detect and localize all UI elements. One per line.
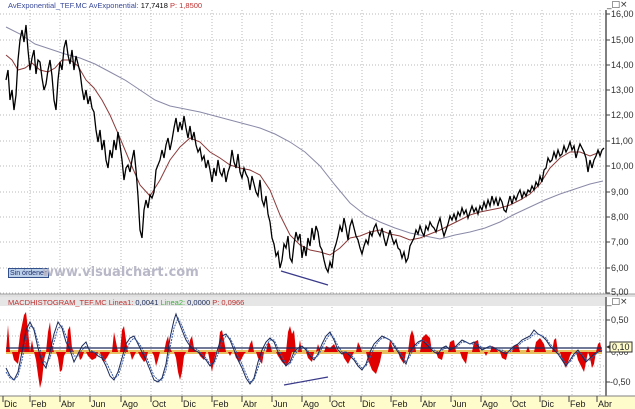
x-label: Dic bbox=[4, 399, 17, 409]
maximize-icon[interactable]: □ bbox=[611, 297, 621, 307]
x-label: Feb bbox=[570, 399, 586, 409]
price-y-labels: 16,00 15,00 14,00 13,00 12,00 11,00 10,0… bbox=[606, 9, 634, 297]
x-label: Dic bbox=[541, 399, 554, 409]
ema-short-line bbox=[5, 54, 601, 256]
y-label: 15,00 bbox=[611, 35, 634, 45]
price-line bbox=[5, 24, 605, 274]
close-icon[interactable]: × bbox=[620, 0, 628, 10]
price-divergence-line bbox=[280, 270, 329, 286]
price-grid bbox=[0, 13, 606, 294]
y-label: 16,00 bbox=[611, 9, 634, 19]
y-label: 7,00 bbox=[611, 237, 629, 247]
x-label: Jun bbox=[452, 399, 467, 409]
ema-long-line bbox=[5, 26, 604, 240]
x-label: Abr bbox=[61, 399, 75, 409]
macd-divergence-line bbox=[283, 376, 329, 386]
macd-line-1 bbox=[5, 312, 603, 385]
x-axis-labels: Dic Feb Abr Jun Ago Oct Dic Feb Abr Jun … bbox=[4, 399, 612, 409]
close-icon[interactable]: × bbox=[620, 297, 628, 307]
linea1-label: Linea1: bbox=[108, 298, 134, 307]
linea2-label: Linea2: bbox=[160, 298, 186, 307]
x-label: Jun bbox=[91, 399, 106, 409]
macd-p-value: P: 0,0966 bbox=[212, 298, 245, 307]
y-label: 14,00 bbox=[611, 60, 634, 70]
macd-zero-band bbox=[6, 350, 602, 354]
x-label: Dic bbox=[362, 399, 375, 409]
y-label: 12,00 bbox=[611, 110, 634, 120]
price-panel-title: AvExponential_TEF.MC AvExponential: 17,7… bbox=[8, 1, 202, 10]
y-label: 11,00 bbox=[611, 136, 633, 146]
x-label: Feb bbox=[31, 399, 47, 409]
watermark: www.visualchart.com bbox=[42, 265, 199, 280]
x-label: Feb bbox=[392, 399, 408, 409]
price-window-controls: _□× bbox=[607, 1, 628, 10]
price-title-p: P: 1,8500 bbox=[169, 1, 203, 10]
price-panel bbox=[0, 0, 635, 296]
y-label: 8,00 bbox=[611, 212, 629, 222]
x-label: Feb bbox=[213, 399, 229, 409]
macd-current-value: 0,10 bbox=[612, 342, 630, 352]
linea2-value: 0,0000 bbox=[187, 298, 211, 307]
x-label: Ago bbox=[122, 399, 138, 409]
x-axis-ticks bbox=[2, 396, 598, 402]
y-label: 0,50 bbox=[611, 315, 629, 325]
price-title-name: AvExponential_TEF.MC bbox=[8, 1, 88, 10]
x-label: Oct bbox=[331, 399, 346, 409]
y-label: 13,00 bbox=[611, 85, 634, 95]
price-title-indicator: AvExponential: bbox=[88, 1, 139, 10]
x-label: Abr bbox=[422, 399, 436, 409]
macd-panel-title: MACDHISTOGRAM_TEF.MC Linea1: 0,0041 Line… bbox=[8, 298, 244, 307]
y-label: 6,00 bbox=[611, 263, 629, 273]
x-label: Abr bbox=[243, 399, 257, 409]
x-label: Dic bbox=[183, 399, 196, 409]
linea1-value: 0,0041 bbox=[135, 298, 159, 307]
macd-window-controls: _□× bbox=[607, 298, 628, 307]
orders-badge[interactable]: Sin órdenes bbox=[8, 268, 50, 278]
x-label: Oct bbox=[152, 399, 167, 409]
y-label: -0,50 bbox=[610, 377, 631, 387]
y-label: 5,00 bbox=[611, 287, 629, 297]
x-axis bbox=[0, 396, 635, 409]
panel-separator bbox=[0, 294, 635, 297]
price-title-value: 17,7418 bbox=[140, 1, 168, 10]
x-label: Oct bbox=[512, 399, 527, 409]
x-label: Abr bbox=[598, 399, 612, 409]
x-label: Jun bbox=[273, 399, 288, 409]
x-label: Ago bbox=[303, 399, 319, 409]
x-label: Ago bbox=[482, 399, 498, 409]
y-label: 9,00 bbox=[611, 187, 629, 197]
maximize-icon[interactable]: □ bbox=[611, 0, 621, 10]
y-label: 10,00 bbox=[611, 161, 634, 171]
minimize-icon[interactable]: _ bbox=[607, 0, 612, 10]
price-axis bbox=[606, 10, 635, 296]
macd-title-name: MACDHISTOGRAM_TEF.MC bbox=[8, 298, 107, 307]
minimize-icon[interactable]: _ bbox=[607, 297, 612, 307]
